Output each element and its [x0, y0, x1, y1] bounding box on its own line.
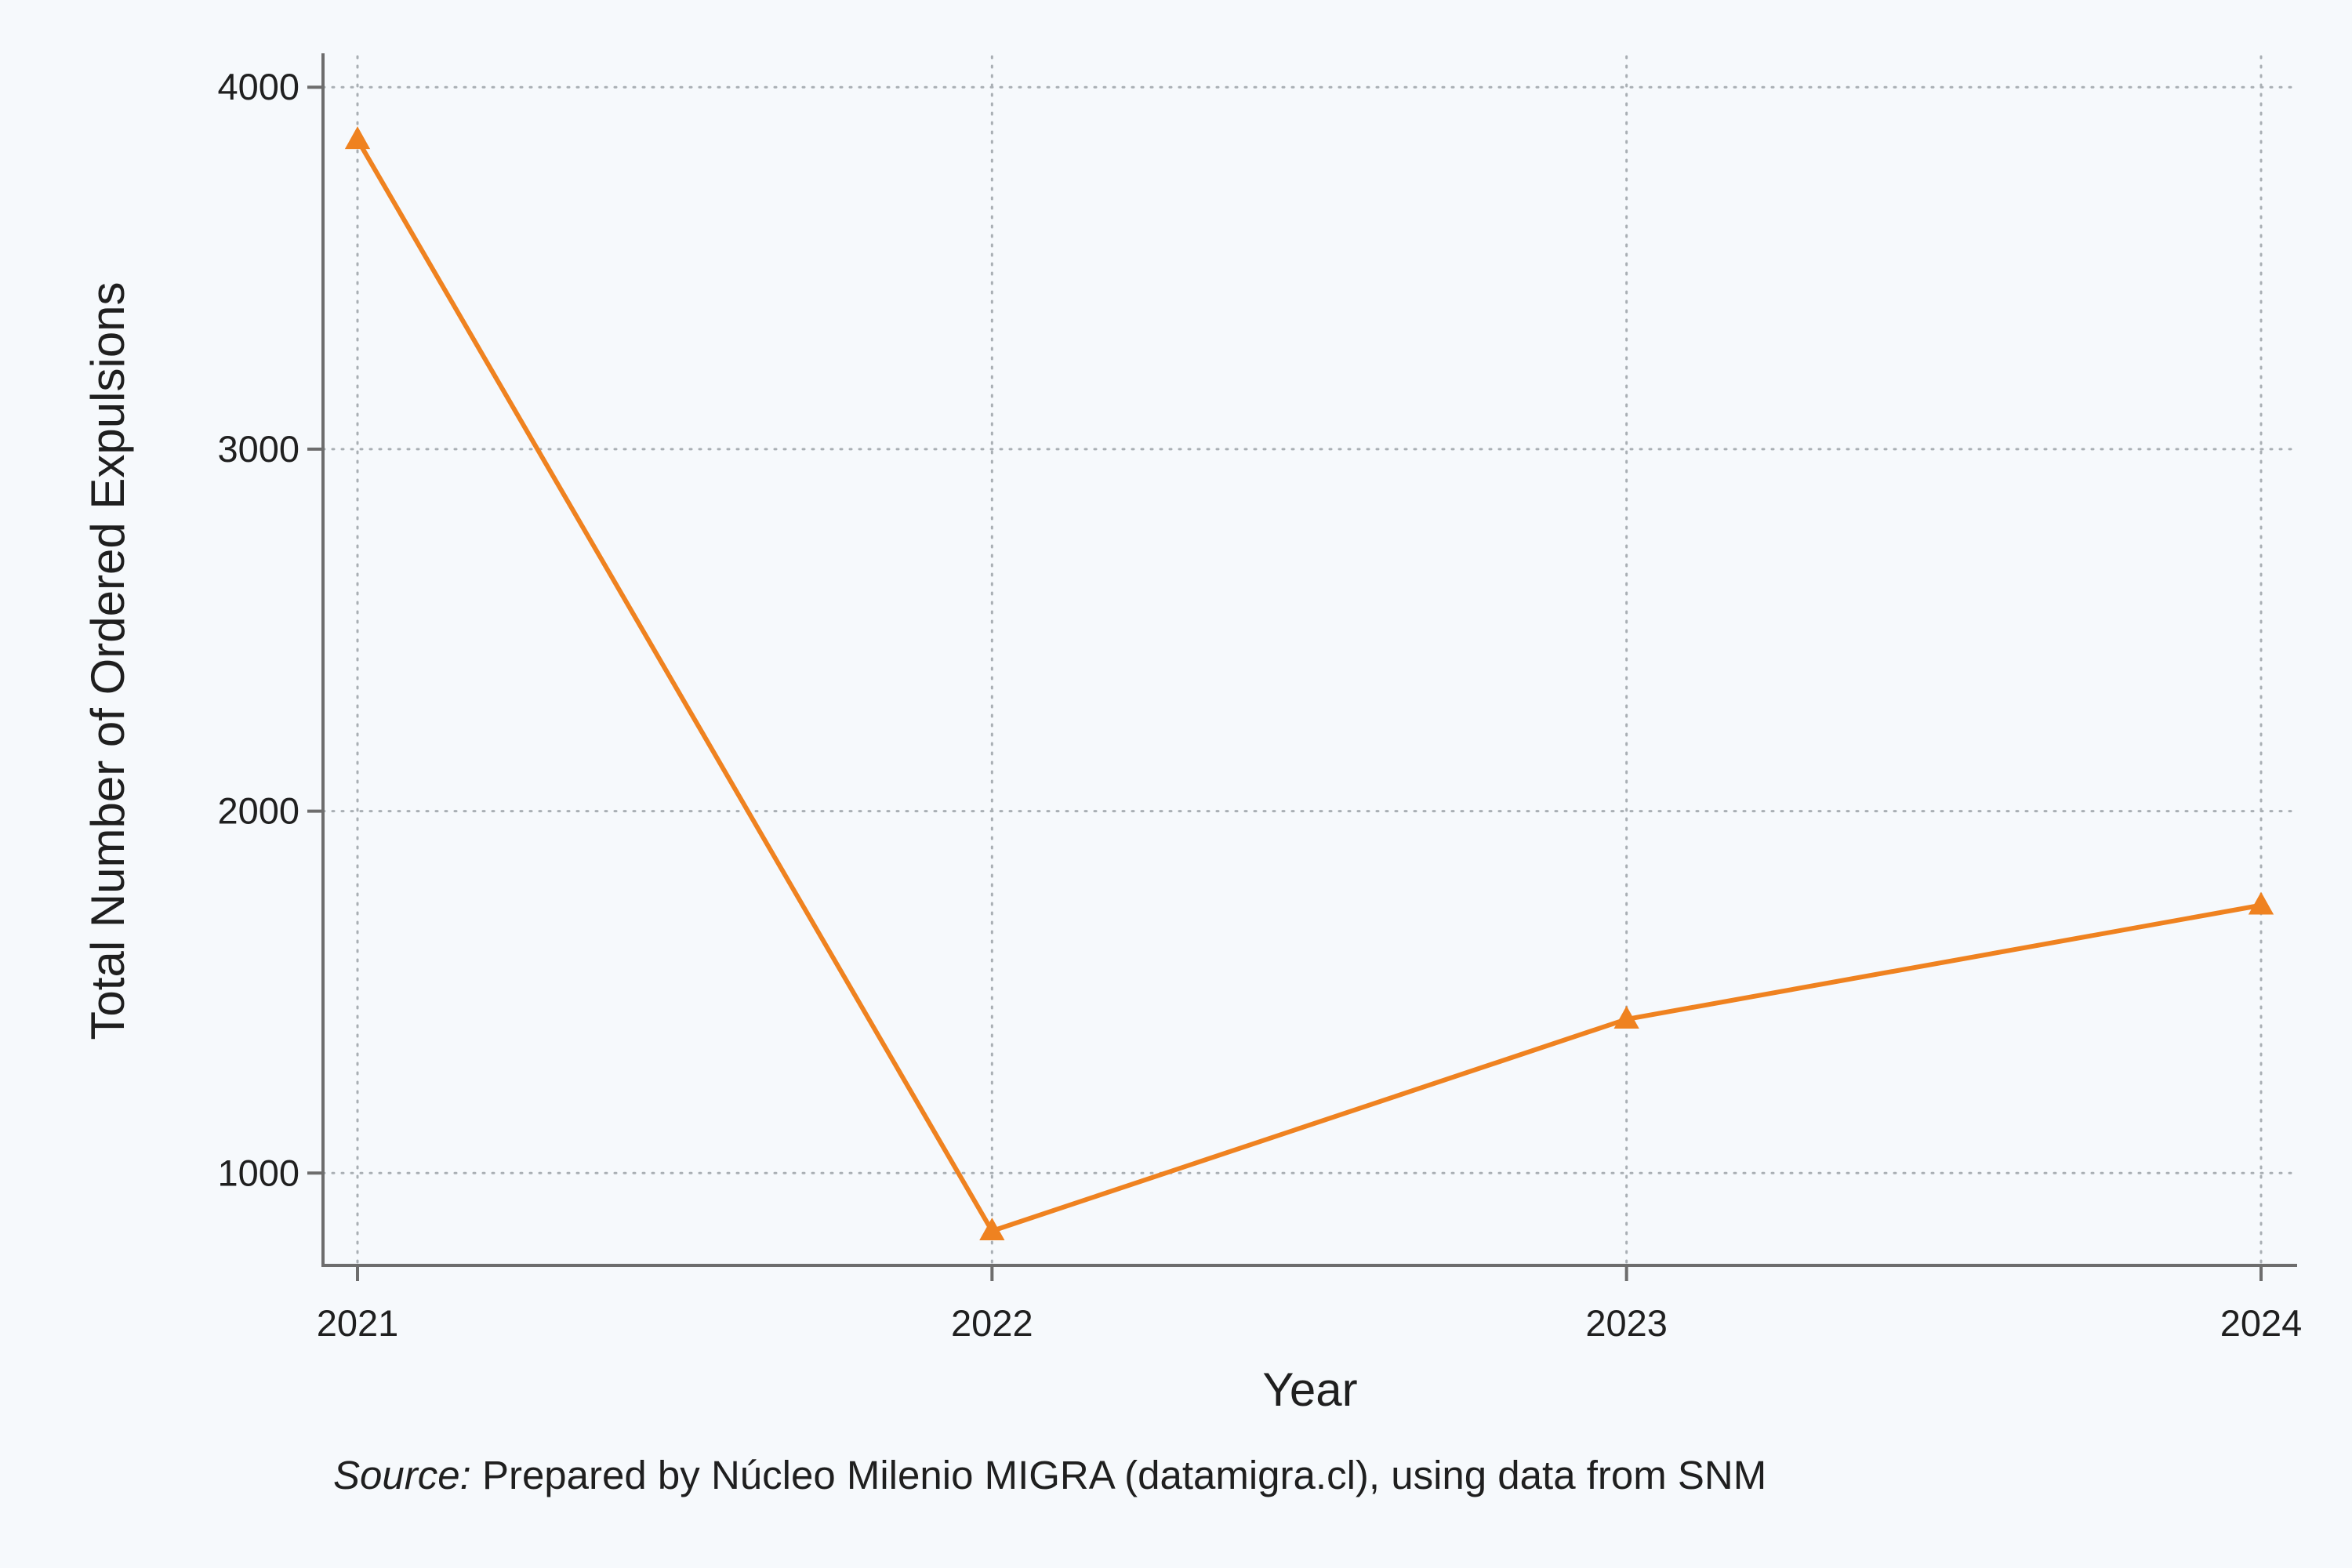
- axes: [307, 53, 2297, 1281]
- source-label: Source:: [333, 1453, 471, 1497]
- y-tick-label: 2000: [217, 790, 299, 832]
- series: [344, 126, 2274, 1241]
- labels: 1000 2000 3000 4000 2021 2022 2023 2024 Year Tota…: [82, 66, 2302, 1416]
- x-tick-label: 2022: [951, 1302, 1033, 1344]
- source-note: Source: Prepared by Núcleo Milenio MIGRA…: [333, 1452, 1766, 1498]
- y-tick-label: 1000: [217, 1152, 299, 1193]
- source-text: Prepared by Núcleo Milenio MIGRA (datami…: [481, 1453, 1767, 1497]
- grid: [321, 55, 2299, 1267]
- data-point-marker: [344, 126, 371, 150]
- x-axis-title: Year: [1262, 1363, 1357, 1416]
- data-point-marker: [1613, 1006, 1639, 1029]
- y-axis-title: Total Number of Ordered Expulsions: [82, 281, 134, 1040]
- x-tick-label: 2024: [2220, 1302, 2303, 1344]
- y-tick-label: 3000: [217, 428, 299, 470]
- y-tick-label: 4000: [217, 66, 299, 107]
- series-line: [355, 138, 2262, 1234]
- x-tick-label: 2023: [1585, 1302, 1668, 1344]
- x-tick-label: 2021: [317, 1302, 399, 1344]
- data-point-marker: [979, 1218, 1005, 1241]
- data-point-marker: [2248, 891, 2274, 915]
